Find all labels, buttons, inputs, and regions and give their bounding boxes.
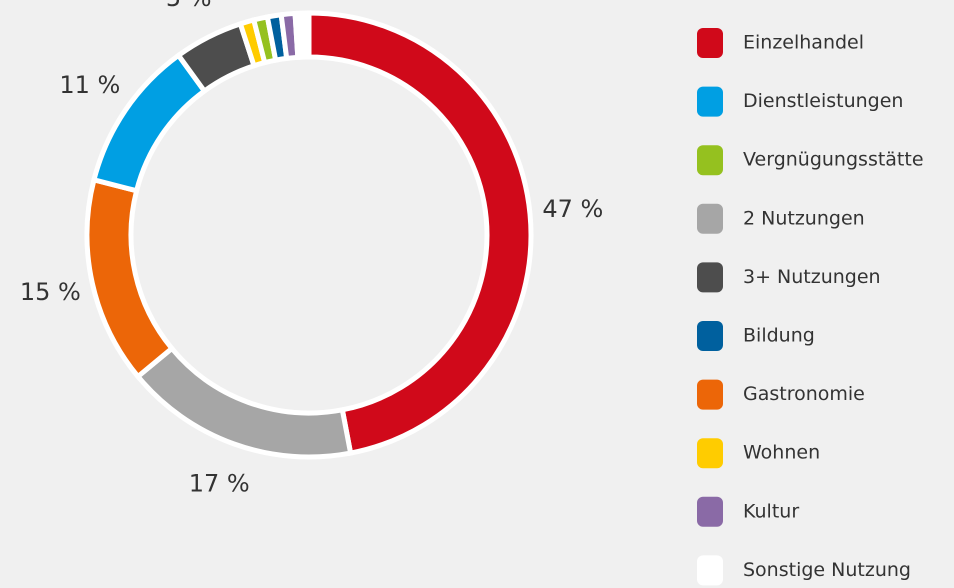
legend-label: Kultur [743, 500, 799, 522]
value-label: 15 % [20, 278, 81, 306]
legend-label: Bildung [743, 325, 815, 347]
legend-label: Dienstleistungen [743, 90, 903, 112]
legend-label: Sonstige Nutzung [743, 559, 911, 581]
legend-label: Vergnügungsstätte [743, 149, 924, 171]
legend-label: 3+ Nutzungen [743, 266, 881, 288]
donut-slice [84, 176, 176, 381]
legend-swatch [697, 203, 723, 234]
donut-slice [292, 10, 312, 61]
legend-swatch [697, 28, 723, 58]
legend-label: Wohnen [743, 442, 820, 464]
value-label: 11 % [59, 71, 120, 99]
legend-swatch [697, 496, 723, 527]
legend-label: Einzelhandel [743, 32, 864, 54]
legend-swatch [697, 262, 723, 293]
legend-swatch [697, 438, 723, 469]
donut-slice [306, 10, 534, 456]
value-label: 5 % [166, 0, 212, 12]
legend-swatch [697, 86, 723, 117]
legend-label: Gastronomie [743, 383, 865, 405]
legend-swatch [697, 145, 723, 176]
donut-slice [134, 344, 354, 460]
legend-swatch [697, 379, 723, 410]
legend-swatch [697, 321, 723, 351]
value-label: 47 % [542, 195, 603, 223]
value-label: 17 % [189, 469, 250, 497]
legend-swatch [697, 555, 723, 586]
legend-label: 2 Nutzungen [743, 207, 865, 229]
